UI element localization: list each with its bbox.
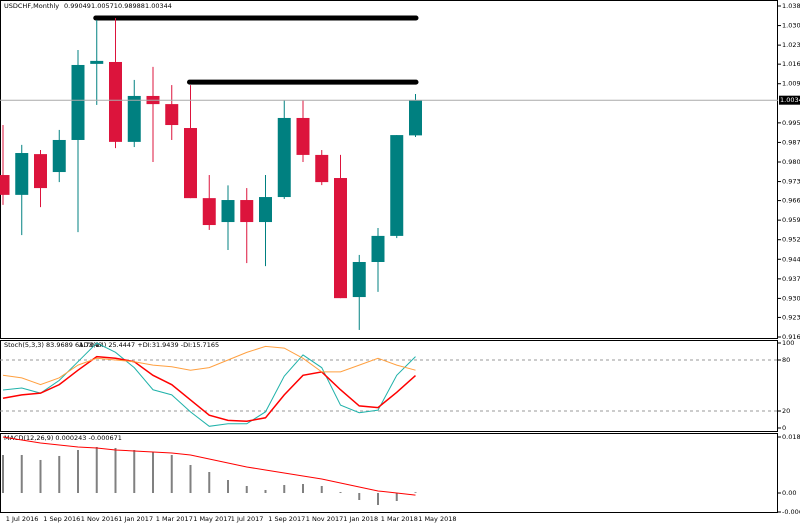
indicator-subtitle: ADX(14) 25.4447 +DI:31.9439 -DI:15.7165 [79,341,219,349]
candle-body [52,139,66,173]
x-tick-label: 1 Mar 2017 [156,515,193,523]
y-tick-label: 80 [782,356,790,364]
x-tick-label: 1 Nov 2016 [81,515,119,523]
x-tick-label: 1 May 2018 [418,515,456,523]
ohlc-value: 1.00344 [145,2,172,10]
x-tick-label: 1 Jan 2018 [343,515,378,523]
y-tick-label: 0.97350 [782,178,800,186]
macd-bar [414,492,417,493]
symbol-title: USDCHF,Monthly [4,2,59,10]
macd-bar [170,454,173,493]
macd-bar [152,451,154,493]
x-tick-label: 1 Jul 2016 [6,515,39,523]
x-tick-label: 1 Jul 2017 [231,515,264,523]
indicator-line [2,355,417,422]
y-tick-label: 0.00 [782,489,796,497]
macd-bar [208,472,211,493]
candle-body [0,175,10,195]
candle-body [409,100,422,136]
y-tick-label: 0.99510 [782,119,800,127]
macd-bar [358,492,361,501]
y-tick-label: 0.018063 [782,433,800,441]
y-tick-label: 0.95210 [782,236,800,244]
price-label: 1.00344 [780,96,800,104]
stoch-panel [0,340,778,432]
macd-bar [377,492,379,505]
y-tick-label: 100 [782,339,794,347]
candle-body [109,61,122,142]
macd-bar [245,485,248,493]
main-panel [0,0,778,339]
indicator-title: MACD(12,26,9) 0.000243 -0.000671 [4,434,122,442]
x-tick-label: 1 Sep 2016 [43,515,80,523]
y-tick-label: 0.93770 [782,275,800,283]
y-tick-label: 1.03810 [782,2,800,10]
y-tick-label: 0 [782,424,786,432]
macd-bar [189,465,192,493]
candle-body [352,261,366,298]
indicator-line [2,345,416,386]
y-tick-label: 1.03090 [782,22,800,30]
candle-body [221,200,235,223]
ohlc-value: 1.00571 [91,2,118,10]
macd-panel [0,433,778,513]
candle-body [371,235,385,262]
macd-bar [58,455,61,493]
candle-body [334,178,347,299]
candle-body [202,198,216,226]
x-tick-label: 1 May 2017 [193,515,231,523]
x-tick-label: 1 Jan 2017 [118,515,153,523]
macd-bar [39,459,42,493]
y-tick-label: 0.92350 [782,313,800,321]
candle-body [184,128,197,199]
x-tick-label: 1 Nov 2017 [306,515,344,523]
candle-body [15,153,29,195]
macd-bar [302,484,304,493]
candle-body [34,154,47,189]
macd-bar [283,484,286,493]
macd-bar [20,454,23,493]
macd-bar [133,449,136,493]
macd-bar [114,447,117,493]
candle-body [240,200,254,223]
candle-body [277,117,291,198]
candle-body [296,117,310,155]
macd-bar [95,446,98,493]
price-box [779,95,800,105]
y-tick-label: 0.98790 [782,138,800,146]
candle-body [390,135,404,236]
y-tick-label: 0.93050 [782,294,800,302]
x-tick-label: 1 Sep 2017 [268,515,305,523]
y-tick-label: 1.00950 [782,80,800,88]
macd-bar [320,485,323,493]
candle-body [165,104,179,126]
y-tick-label: -0.006131 [782,508,800,516]
candle-body [90,60,104,64]
x-tick-label: 1 Mar 2018 [381,515,418,523]
y-tick-label: 0.98070 [782,158,800,166]
macd-bar [2,454,4,493]
y-tick-label: 0.95930 [782,216,800,224]
candle-body [127,95,141,142]
ohlc-value: 0.98988 [118,2,145,10]
y-tick-label: 20 [782,407,790,415]
ohlc-value: 0.99049 [64,2,91,10]
macd-bar [395,492,398,501]
candle-body [315,154,329,183]
macd-bar [77,449,79,493]
y-tick-label: 0.96650 [782,197,800,205]
y-tick-label: 0.94490 [782,255,800,263]
indicator-line [2,342,416,427]
indicator-line [2,436,416,496]
macd-bar [227,480,229,493]
y-tick-label: 1.02370 [782,41,800,49]
indicator-title: Stoch(5,3,3) 83.9689 61.7346 [4,341,102,349]
y-tick-label: 0.91630 [782,333,800,341]
candle-body [259,197,272,223]
candle-body [71,64,85,140]
macd-bar [339,492,342,493]
macd-bar [264,489,267,493]
y-tick-label: 1.01670 [782,60,800,68]
